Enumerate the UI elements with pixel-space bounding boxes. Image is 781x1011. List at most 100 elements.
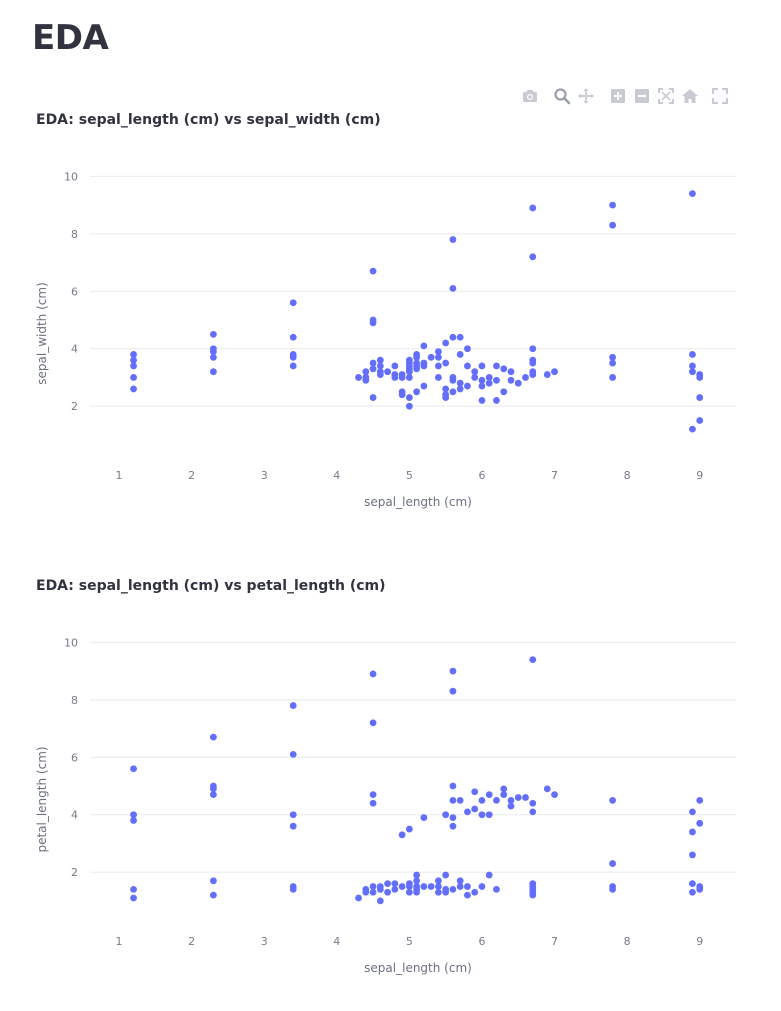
scatter-point[interactable] (689, 362, 696, 370)
scatter-point[interactable] (478, 397, 486, 404)
scatter-point[interactable] (435, 877, 442, 885)
scatter-point[interactable] (689, 351, 696, 358)
scatter-point[interactable] (442, 888, 450, 896)
scatter-point[interactable] (464, 891, 471, 899)
scatter-point[interactable] (130, 765, 137, 773)
scatter-point[interactable] (507, 796, 515, 804)
scatter-point[interactable] (413, 353, 421, 361)
scatter-point[interactable] (696, 394, 704, 401)
scatter-point[interactable] (456, 883, 464, 890)
scatter-point[interactable] (427, 353, 435, 361)
scatter-point[interactable] (420, 342, 428, 350)
scatter-point[interactable] (398, 374, 406, 381)
scatter-point[interactable] (369, 888, 377, 896)
scatter-point[interactable] (609, 374, 617, 381)
scatter-point[interactable] (449, 814, 457, 821)
scatter-point[interactable] (456, 796, 464, 804)
scatter-point[interactable] (464, 345, 471, 353)
scatter-point[interactable] (514, 379, 522, 387)
scatter-point[interactable] (130, 362, 137, 370)
scatter-point[interactable] (209, 785, 217, 793)
scatter-point[interactable] (485, 379, 493, 387)
scatter-point[interactable] (493, 886, 500, 893)
scatter-point[interactable] (456, 385, 464, 393)
scatter-point[interactable] (485, 791, 493, 799)
scatter-point[interactable] (355, 374, 362, 381)
scatter-point[interactable] (209, 891, 217, 899)
scatter-point[interactable] (435, 348, 442, 355)
scatter-point[interactable] (551, 368, 558, 376)
scatter-point[interactable] (442, 811, 450, 819)
scatter-point[interactable] (478, 883, 486, 890)
scatter-point[interactable] (689, 888, 696, 896)
scatter-point[interactable] (449, 376, 457, 384)
scatter-point[interactable] (529, 808, 537, 816)
scatter-point[interactable] (689, 425, 696, 433)
scatter-point[interactable] (413, 388, 421, 396)
scatter-point[interactable] (449, 284, 457, 292)
scatter-point[interactable] (420, 814, 428, 821)
scatter-point[interactable] (449, 687, 457, 695)
scatter-point[interactable] (130, 886, 137, 893)
scatter-point[interactable] (609, 860, 617, 867)
scatter-point[interactable] (209, 353, 217, 361)
scatter-point[interactable] (689, 851, 696, 859)
scatter-point[interactable] (442, 339, 450, 347)
scatter-point[interactable] (493, 362, 500, 370)
scatter-point[interactable] (449, 782, 457, 790)
scatter-point[interactable] (609, 201, 617, 209)
scatter-point[interactable] (478, 376, 486, 384)
scatter-point[interactable] (449, 796, 457, 804)
scatter-point[interactable] (289, 750, 297, 758)
scatter-point[interactable] (398, 831, 406, 839)
scatter-point[interactable] (130, 894, 137, 902)
scatter-point[interactable] (442, 385, 450, 393)
scatter-point[interactable] (696, 886, 704, 893)
scatter-point[interactable] (529, 359, 537, 367)
scatter-point[interactable] (384, 368, 391, 376)
scatter-point[interactable] (130, 817, 137, 824)
scatter-point[interactable] (500, 365, 508, 373)
scatter-point[interactable] (507, 376, 515, 384)
scatter-point[interactable] (449, 236, 457, 243)
scatter-point[interactable] (609, 353, 617, 361)
scatter-point[interactable] (209, 877, 217, 885)
scatter-point[interactable] (507, 802, 515, 810)
scatter-point[interactable] (209, 791, 217, 799)
scatter-point[interactable] (609, 796, 617, 804)
scatter-point[interactable] (413, 365, 421, 373)
scatter-point[interactable] (405, 825, 413, 833)
scatter-point[interactable] (609, 359, 617, 367)
scatter-point[interactable] (209, 733, 217, 741)
scatter-point[interactable] (500, 388, 508, 396)
scatter-point[interactable] (478, 362, 486, 370)
scatter-point[interactable] (456, 379, 464, 387)
scatter-point[interactable] (529, 253, 537, 261)
scatter-point[interactable] (522, 374, 529, 381)
scatter-point[interactable] (369, 799, 377, 807)
scatter-point[interactable] (413, 877, 421, 885)
scatter-point[interactable] (391, 362, 399, 370)
scatter-point[interactable] (413, 888, 421, 896)
scatter-point[interactable] (543, 371, 551, 378)
scatter-point[interactable] (500, 785, 508, 793)
scatter-point[interactable] (405, 883, 413, 890)
scatter-point[interactable] (689, 828, 696, 836)
scatter-point[interactable] (376, 897, 384, 905)
home-icon[interactable] (680, 86, 700, 106)
scatter-point[interactable] (442, 359, 450, 367)
scatter-point[interactable] (420, 883, 428, 890)
scatter-point[interactable] (369, 719, 377, 727)
scatter-point[interactable] (609, 886, 617, 893)
scatter-point[interactable] (609, 221, 617, 229)
scatter-point[interactable] (493, 796, 500, 804)
scatter-point[interactable] (130, 356, 137, 364)
scatter-point[interactable] (391, 886, 399, 893)
scatter-point[interactable] (551, 791, 558, 799)
scatter-point[interactable] (689, 808, 696, 816)
scatter-point[interactable] (435, 362, 442, 370)
scatter-point[interactable] (427, 883, 435, 890)
scatter-point[interactable] (478, 382, 486, 390)
scatter-point[interactable] (369, 883, 377, 890)
